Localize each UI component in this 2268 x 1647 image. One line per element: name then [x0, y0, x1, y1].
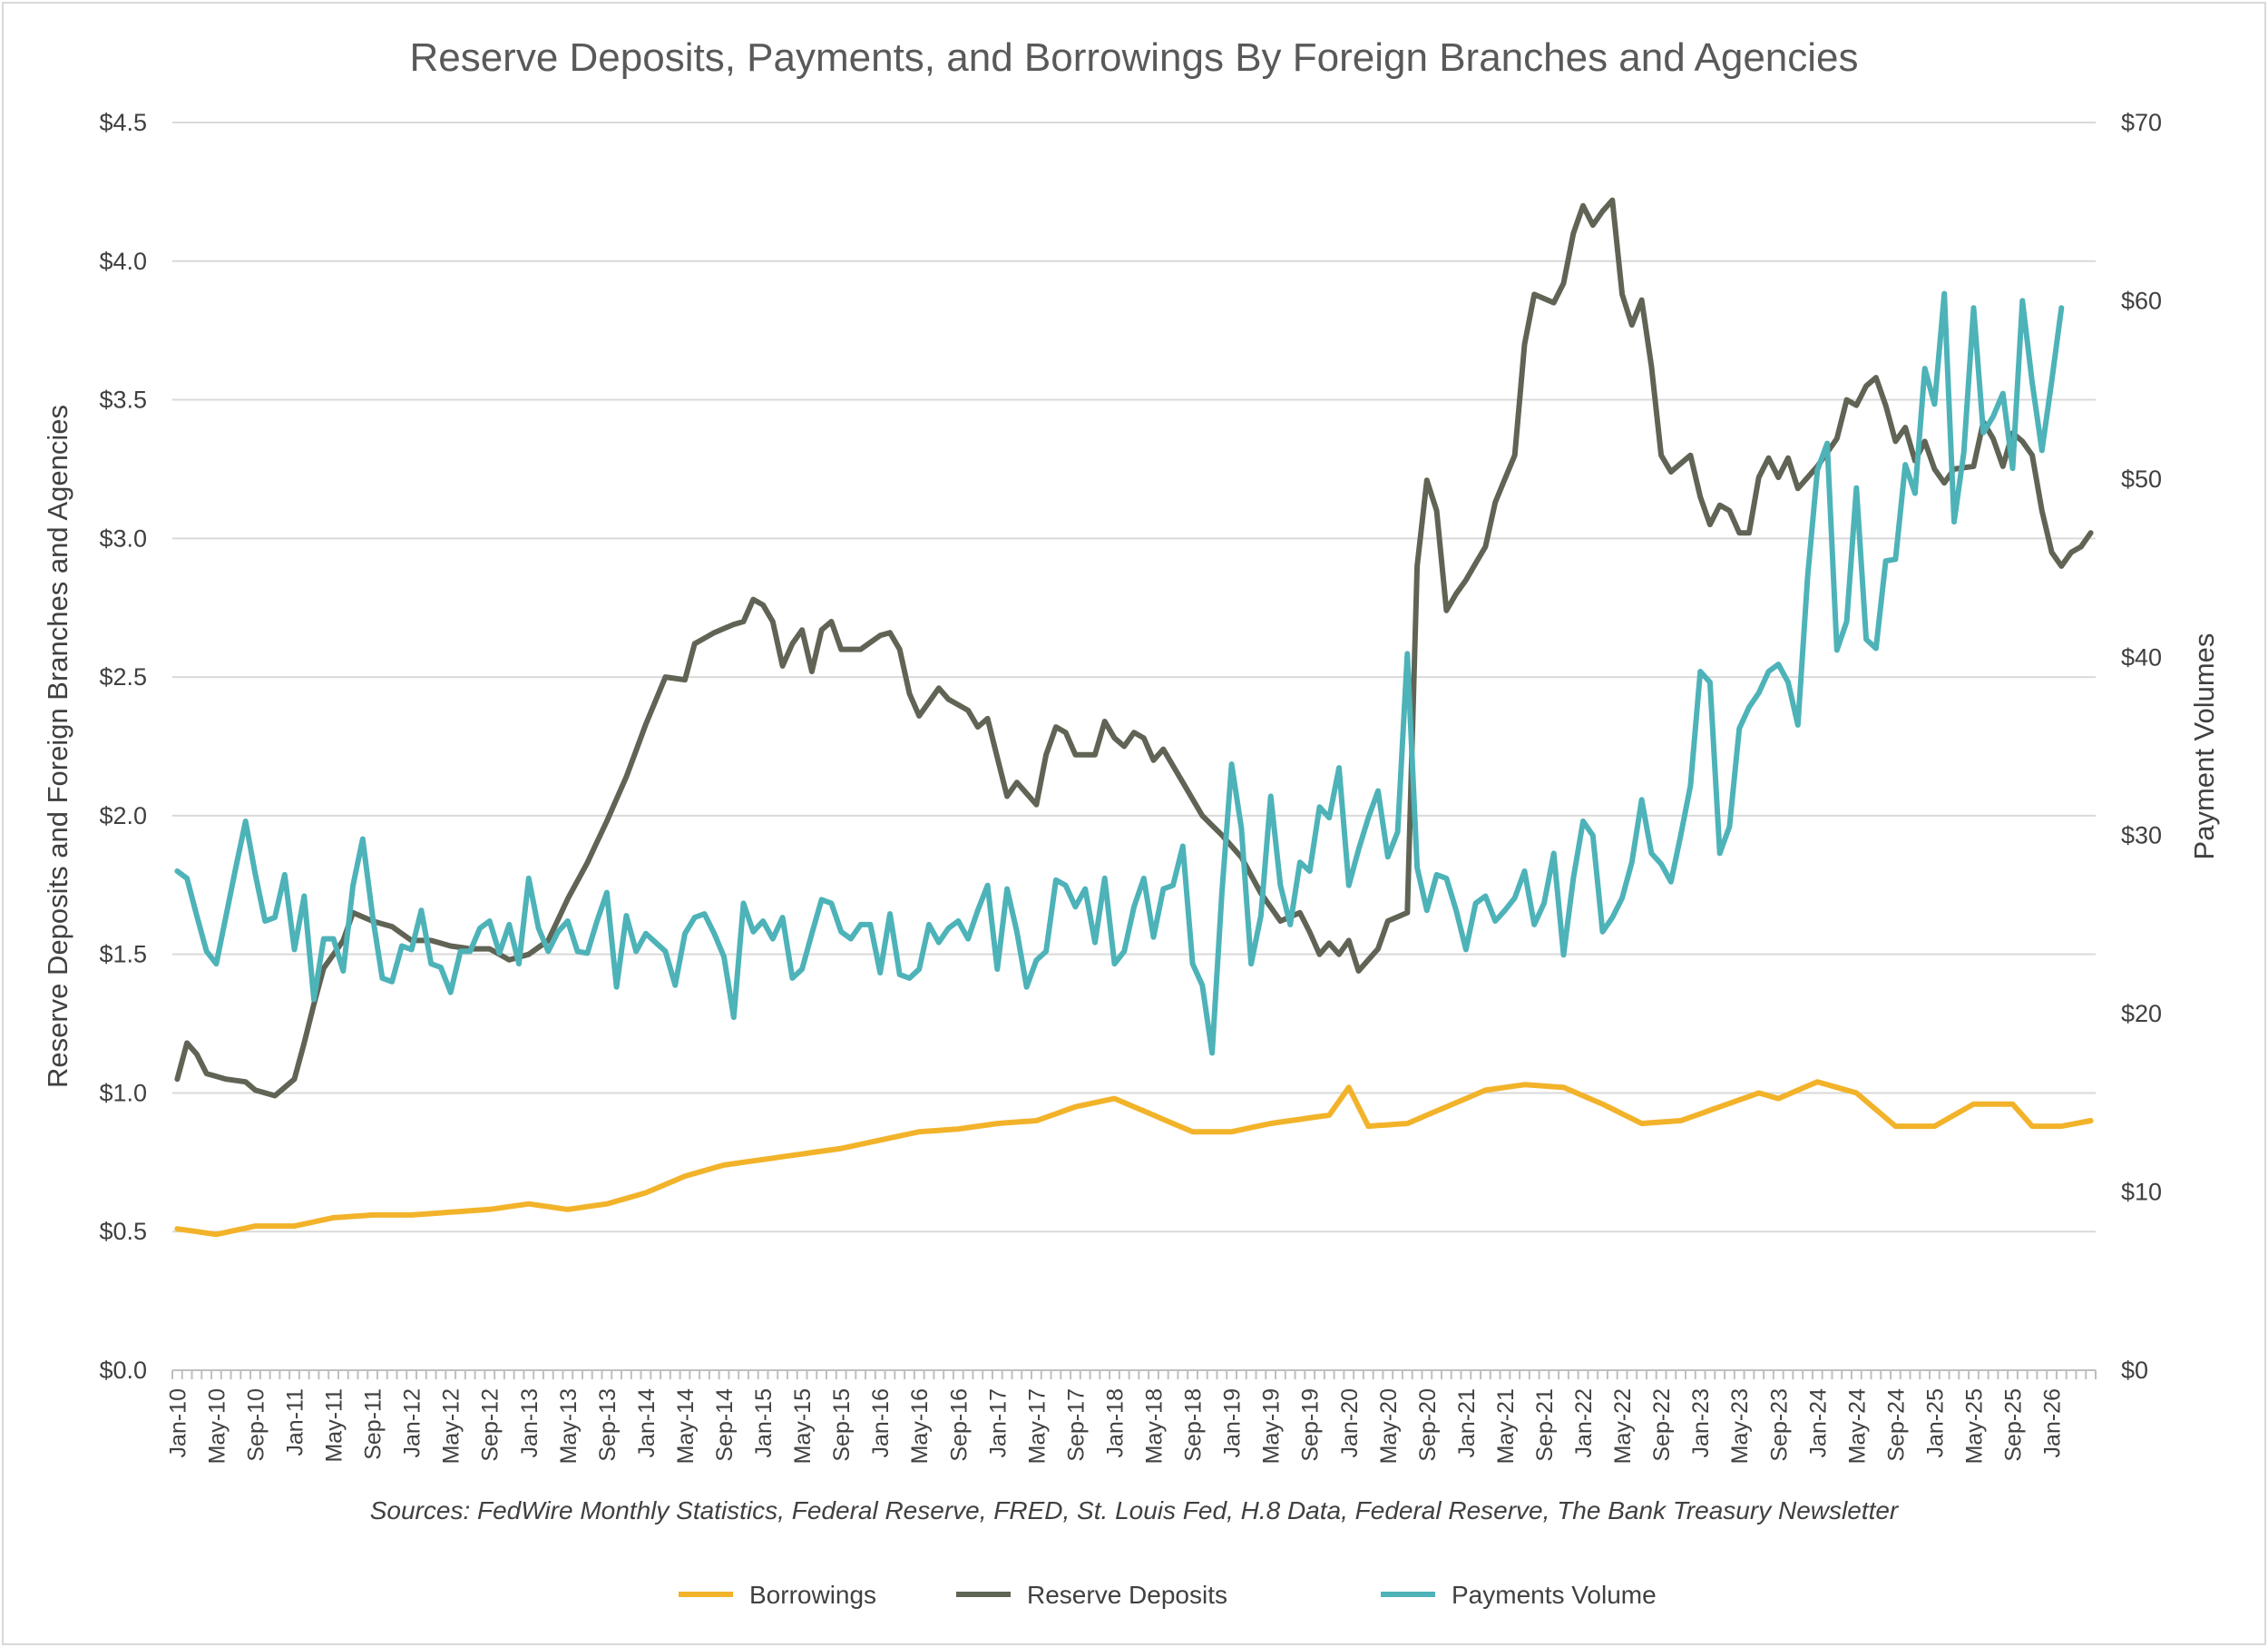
x-tick-label: May-24 [1844, 1388, 1870, 1464]
x-tick-label: Sep-23 [1766, 1388, 1792, 1462]
gridlines [172, 122, 2096, 1371]
y2-tick-label: $60 [2121, 287, 2162, 314]
y-tick-label: $0.5 [99, 1218, 147, 1245]
x-tick-label: Jan-11 [283, 1388, 308, 1456]
left-axis-ticks: $0.0 $0.5 $1.0 $1.5 $2.0 $2.5 $3.0 $3.5 $4.0 $4.5 [99, 109, 147, 1384]
y-tick-label: $0.0 [99, 1357, 147, 1384]
x-tick-label: Jan-26 [2040, 1388, 2066, 1457]
x-tick-label: Sep-18 [1181, 1388, 1207, 1462]
x-tick-label: May-23 [1727, 1388, 1753, 1464]
legend-label: Payments Volume [1452, 1581, 1657, 1609]
x-tick-label: Sep-13 [595, 1388, 621, 1462]
series-line-borrowings [174, 1079, 2094, 1238]
y-tick-label: $2.5 [99, 663, 147, 691]
source-note: Sources: FedWire Monthly Statistics, Fed… [370, 1496, 1900, 1524]
y-tick-label: $1.0 [99, 1079, 147, 1106]
x-tick-label: Jan-21 [1454, 1388, 1480, 1457]
x-tick-label: Sep-24 [1883, 1388, 1909, 1462]
x-tick-label: Sep-22 [1649, 1388, 1675, 1462]
y-tick-label: $1.5 [99, 941, 147, 968]
y-tick-label: $2.0 [99, 802, 147, 829]
x-tick-label: Jan-25 [1922, 1388, 1948, 1457]
legend: Borrowings Reserve Deposits Payments Volum… [679, 1581, 1657, 1609]
y2-tick-label: $70 [2121, 109, 2162, 136]
legend-label: Borrowings [749, 1581, 876, 1609]
x-tick-label: May-19 [1259, 1388, 1285, 1464]
chart-title: Reserve Deposits, Payments, and Borrowin… [409, 35, 1858, 80]
x-tick-label: May-22 [1610, 1388, 1636, 1464]
right-axis-ticks: $0 $10 $20 $30 $40 $50 $60 $70 [2121, 109, 2162, 1384]
x-tick-label: May-17 [1024, 1388, 1050, 1464]
legend-label: Reserve Deposits [1027, 1581, 1227, 1609]
x-tick-label: Jan-22 [1571, 1388, 1597, 1457]
x-tick-label: Jan-15 [751, 1388, 777, 1457]
x-tick-label: Sep-11 [361, 1388, 386, 1460]
x-tick-label: Sep-20 [1415, 1388, 1441, 1462]
x-axis-ticks: Jan-10 May-10 Sep-10 Jan-11 May-11 Sep-11 Jan-… [165, 1370, 2097, 1464]
y-tick-label: $4.5 [99, 109, 147, 136]
y2-tick-label: $30 [2121, 822, 2162, 849]
y-tick-label: $3.0 [99, 524, 147, 552]
x-tick-label: May-15 [790, 1388, 816, 1464]
x-tick-label: Sep-12 [478, 1388, 503, 1462]
x-tick-label: May-11 [322, 1388, 347, 1463]
x-tick-label: Jan-13 [517, 1388, 543, 1457]
x-tick-label: Jan-23 [1688, 1388, 1714, 1457]
x-tick-label: May-18 [1142, 1388, 1168, 1464]
x-tick-label: May-10 [204, 1388, 230, 1464]
x-tick-label: Jan-12 [400, 1388, 425, 1457]
x-tick-label: Sep-25 [2001, 1388, 2027, 1462]
x-tick-label: May-12 [439, 1388, 464, 1464]
y2-tick-label: $50 [2121, 466, 2162, 493]
series-lines [174, 197, 2094, 1238]
x-tick-label: May-20 [1376, 1388, 1402, 1464]
y2-tick-label: $40 [2121, 643, 2162, 671]
y2-tick-label: $0 [2121, 1357, 2148, 1384]
x-tick-label: Jan-16 [868, 1388, 894, 1457]
x-tick-label: Jan-17 [985, 1388, 1011, 1457]
x-tick-label: Sep-21 [1532, 1388, 1558, 1462]
x-tick-label: Sep-19 [1298, 1388, 1324, 1462]
x-tick-label: Jan-24 [1805, 1388, 1831, 1458]
x-tick-label: May-13 [556, 1388, 582, 1464]
x-tick-label: Sep-16 [946, 1388, 972, 1462]
y2-tick-label: $10 [2121, 1179, 2162, 1206]
x-tick-label: May-21 [1493, 1388, 1519, 1464]
series-line-reserve-deposits [174, 197, 2094, 1099]
x-tick-label: Jan-19 [1220, 1388, 1246, 1457]
x-tick-label: Jan-10 [165, 1388, 191, 1457]
series-line-payments-volume [174, 290, 2065, 1056]
x-tick-label: Jan-14 [634, 1388, 660, 1458]
x-tick-label: Jan-18 [1102, 1388, 1128, 1457]
x-tick-label: Sep-17 [1063, 1388, 1089, 1462]
y-tick-label: $3.5 [99, 387, 147, 414]
y2-axis-title: Payment Volumes [2188, 633, 2220, 860]
x-tick-label: Sep-14 [712, 1388, 738, 1462]
x-tick-label: Sep-15 [829, 1388, 855, 1462]
y2-tick-label: $20 [2121, 1000, 2162, 1027]
x-tick-label: May-25 [1961, 1388, 1987, 1464]
x-tick-label: Sep-10 [243, 1388, 269, 1462]
y-axis-title: Reserve Deposits and Foreign Branches an… [42, 405, 73, 1088]
y-tick-label: $4.0 [99, 248, 147, 275]
x-tick-label: May-16 [907, 1388, 933, 1464]
x-tick-label: Jan-20 [1337, 1388, 1363, 1457]
x-tick-label: May-14 [673, 1388, 699, 1464]
